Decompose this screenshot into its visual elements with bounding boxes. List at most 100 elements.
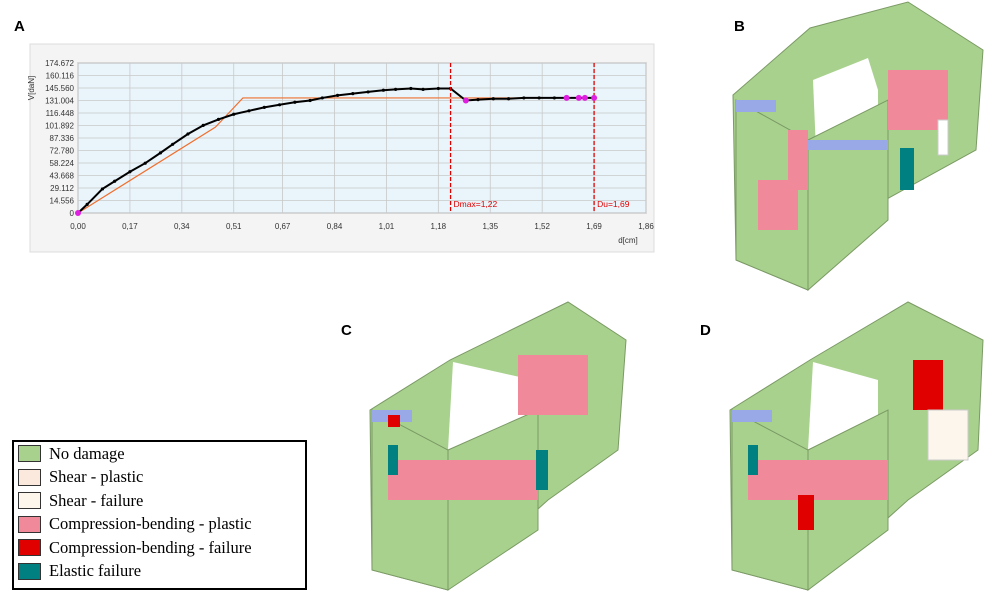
y-tick-label: 145.560 bbox=[45, 84, 74, 93]
pink-band-1 bbox=[388, 460, 538, 500]
curve-point bbox=[201, 123, 205, 128]
panel-label-a: A bbox=[14, 18, 25, 35]
curve-point bbox=[85, 202, 89, 207]
red-block-2 bbox=[798, 495, 814, 530]
curve-point bbox=[552, 96, 556, 100]
curve-point bbox=[232, 112, 236, 116]
curve-point bbox=[320, 96, 324, 100]
curve-point bbox=[171, 142, 175, 146]
blue-band-2 bbox=[808, 140, 888, 150]
curve-point bbox=[409, 86, 413, 91]
x-tick-label: 1,86 bbox=[638, 222, 654, 231]
legend-label: Shear - failure bbox=[49, 490, 144, 510]
x-tick-label: 0,17 bbox=[122, 222, 138, 231]
curve-point bbox=[506, 97, 511, 101]
pink-block-2 bbox=[518, 355, 588, 415]
legend-item: Compression-bending - failure bbox=[14, 536, 305, 560]
building-model-c bbox=[369, 301, 627, 591]
x-tick-label: 1,52 bbox=[534, 222, 550, 231]
teal-block-1 bbox=[388, 445, 398, 475]
panel-label-c: C bbox=[341, 322, 352, 339]
curve-point bbox=[262, 105, 266, 109]
highlight-point bbox=[462, 97, 469, 104]
y-tick-label: 14.556 bbox=[50, 197, 75, 206]
x-tick-label: 1,35 bbox=[482, 222, 498, 231]
y-tick-label: 58.224 bbox=[50, 159, 75, 168]
legend-item: Elastic failure bbox=[14, 560, 305, 584]
y-tick-label: 131.004 bbox=[45, 97, 74, 106]
curve-point bbox=[522, 96, 526, 100]
curve-point bbox=[216, 117, 221, 121]
y-tick-label: 29.112 bbox=[50, 184, 74, 193]
y-tick-label: 116.448 bbox=[46, 109, 75, 118]
bilinear-line bbox=[77, 97, 595, 214]
pink-band-1 bbox=[748, 460, 888, 500]
highlight-point bbox=[575, 94, 582, 101]
highlight-point bbox=[563, 94, 570, 101]
cream-block bbox=[927, 409, 969, 461]
teal-block-1 bbox=[748, 445, 758, 475]
x-tick-label: 1,18 bbox=[431, 222, 447, 231]
legend-swatch bbox=[18, 468, 41, 486]
blue-band-1 bbox=[732, 410, 772, 422]
curve-point bbox=[143, 161, 147, 165]
legend-item: Shear - plastic bbox=[14, 466, 305, 490]
pink-block-2 bbox=[788, 130, 808, 190]
curve-point bbox=[476, 98, 480, 102]
highlight-point bbox=[591, 94, 598, 101]
y-tick-label: 0 bbox=[70, 209, 75, 218]
x-tick-label: 0,67 bbox=[275, 222, 291, 231]
curve-point bbox=[186, 132, 190, 136]
y-tick-label: 87.336 bbox=[50, 134, 75, 143]
curve-point bbox=[491, 97, 495, 101]
red-block bbox=[388, 415, 400, 427]
curve-point bbox=[277, 103, 282, 107]
legend-label: Compression-bending - failure bbox=[49, 537, 252, 557]
x-tick-label: 1,69 bbox=[586, 222, 602, 231]
x-axis-label: d[cm] bbox=[618, 236, 638, 245]
legend-item: No damage bbox=[14, 442, 305, 466]
curve-point bbox=[537, 96, 541, 100]
x-tick-label: 0,84 bbox=[327, 222, 343, 231]
legend-swatch bbox=[18, 445, 41, 463]
legend-item: Compression-bending - plastic bbox=[14, 513, 305, 537]
building-model-d bbox=[729, 301, 984, 591]
y-tick-label: 101.892 bbox=[45, 122, 74, 131]
y-tick-label: 43.668 bbox=[50, 172, 75, 181]
x-tick-label: 0,34 bbox=[174, 222, 190, 231]
legend-label: Elastic failure bbox=[49, 561, 142, 581]
legend-label: Compression-bending - plastic bbox=[49, 514, 252, 534]
teal-block bbox=[900, 148, 914, 190]
blue-band-1 bbox=[736, 100, 776, 112]
legend-label: Shear - plastic bbox=[49, 467, 144, 487]
x-tick-label: 1,01 bbox=[379, 222, 395, 231]
x-tick-label: 0,00 bbox=[70, 222, 86, 231]
curve-point bbox=[128, 170, 132, 174]
curve-point bbox=[393, 87, 398, 91]
curve-point bbox=[366, 90, 370, 94]
red-block-1 bbox=[913, 360, 943, 410]
curve-point bbox=[351, 92, 355, 96]
curve-point bbox=[421, 87, 425, 91]
y-axis-label: V[daN] bbox=[27, 76, 36, 100]
panel-label-d: D bbox=[700, 322, 711, 339]
curve-point bbox=[293, 100, 297, 104]
legend-swatch bbox=[18, 562, 41, 580]
limit-label: Du=1,69 bbox=[597, 199, 630, 209]
highlight-point bbox=[581, 94, 588, 101]
panel-label-b: B bbox=[734, 18, 745, 35]
legend-label: No damage bbox=[49, 443, 125, 463]
curve-point bbox=[381, 88, 385, 92]
y-tick-label: 174.672 bbox=[45, 59, 74, 68]
curve-point bbox=[158, 151, 163, 155]
legend-swatch bbox=[18, 539, 41, 557]
teal-block-2 bbox=[536, 450, 548, 490]
limit-label: Dmax=1,22 bbox=[454, 199, 498, 209]
building-model-b bbox=[732, 1, 984, 292]
legend-swatch bbox=[18, 492, 41, 510]
curve-point bbox=[436, 86, 440, 91]
curve-point bbox=[247, 109, 251, 113]
highlight-point bbox=[75, 210, 81, 216]
curve-point bbox=[308, 98, 312, 103]
